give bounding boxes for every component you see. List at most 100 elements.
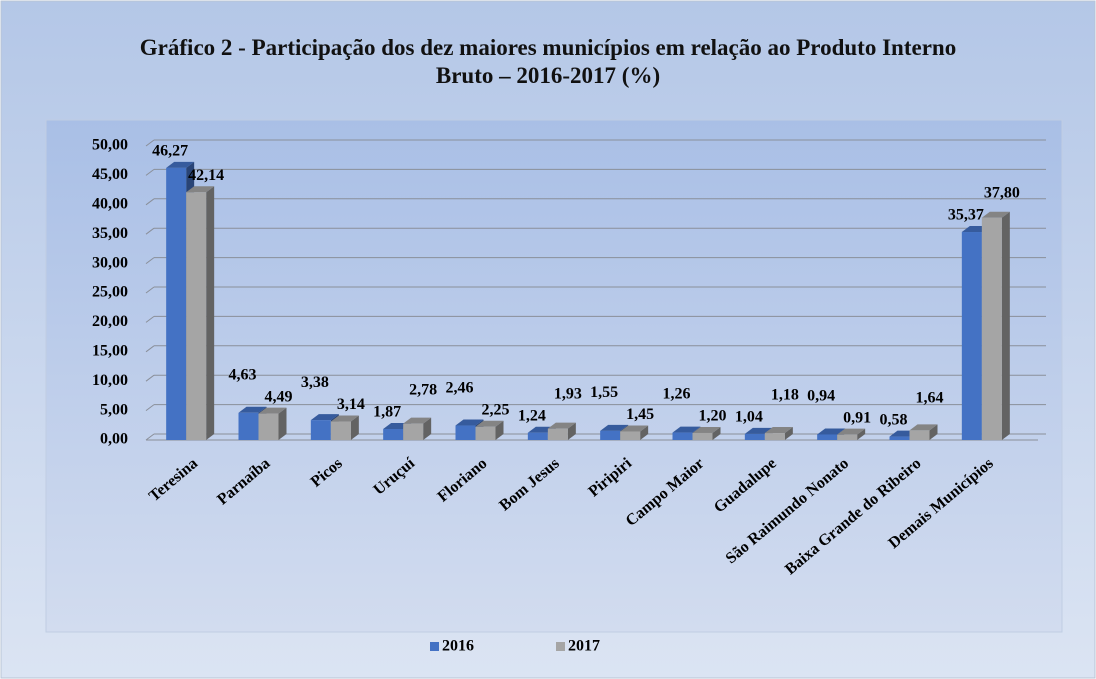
bar-top: [186, 186, 215, 193]
bar: [889, 436, 910, 440]
y-tick-label: 15,00: [92, 342, 128, 359]
bar: [238, 412, 259, 440]
value-label: 1,04: [735, 409, 763, 426]
bar-side: [567, 422, 576, 440]
bar: [981, 217, 1002, 440]
value-label: 1,45: [626, 406, 654, 423]
value-label: 3,38: [301, 374, 329, 391]
bar: [258, 413, 279, 440]
value-label: 2,25: [482, 401, 510, 418]
value-label: 1,64: [916, 389, 944, 406]
value-label: 0,94: [807, 387, 835, 404]
value-label: 1,24: [518, 407, 546, 424]
bar: [166, 167, 187, 440]
legend-label: 2017: [568, 638, 600, 655]
bar: [672, 432, 693, 440]
value-label: 42,14: [188, 167, 224, 184]
bar-top: [547, 422, 576, 429]
bar-top: [600, 424, 629, 431]
bar-top: [692, 426, 721, 433]
bar: [403, 423, 424, 440]
bar-top: [403, 417, 432, 424]
bar: [837, 434, 858, 440]
bar-top: [909, 424, 938, 431]
value-label: 0,91: [843, 409, 871, 426]
bar-side: [857, 428, 866, 440]
grid-depth: [145, 345, 155, 353]
value-label: 1,26: [663, 386, 691, 403]
bar: [620, 431, 641, 440]
bar-top: [620, 425, 649, 432]
bar-top: [837, 428, 866, 435]
value-label: 4,49: [265, 388, 293, 405]
value-label: 35,37: [948, 207, 984, 224]
value-label: 1,55: [590, 384, 618, 401]
value-label: 1,87: [373, 404, 401, 421]
legend-label: 2016: [442, 638, 474, 655]
bar-side: [640, 425, 649, 440]
bar-side: [784, 427, 793, 440]
bar-top: [764, 427, 793, 434]
bar: [600, 430, 621, 440]
bar-side: [423, 417, 432, 440]
y-tick-label: 20,00: [92, 313, 128, 330]
value-label: 3,14: [337, 396, 365, 413]
bar: [383, 429, 404, 440]
bar-top: [672, 426, 701, 433]
grid-depth: [145, 139, 155, 147]
bar: [692, 432, 713, 440]
legend-swatch: [556, 642, 565, 651]
y-tick-label: 35,00: [92, 225, 128, 242]
bar-top: [238, 406, 267, 413]
value-label: 2,46: [446, 379, 474, 396]
bar: [744, 433, 765, 440]
grid-depth: [145, 404, 155, 412]
bar-side: [1001, 211, 1010, 440]
bar: [310, 420, 331, 440]
bar-side: [712, 426, 721, 440]
bar-side: [350, 415, 359, 440]
bar: [764, 433, 785, 440]
grid-depth: [145, 433, 155, 441]
bar-side: [278, 407, 287, 440]
y-tick-label: 30,00: [92, 254, 128, 271]
value-label: 2,78: [409, 382, 437, 399]
legend-swatch: [430, 642, 439, 651]
value-label: 1,93: [554, 385, 582, 402]
bar: [909, 430, 930, 440]
bar-top: [981, 211, 1010, 218]
bar: [186, 192, 207, 440]
bar-top: [258, 407, 287, 414]
y-tick-label: 25,00: [92, 284, 128, 301]
y-tick-label: 45,00: [92, 166, 128, 183]
bar-top: [166, 161, 195, 168]
bar: [527, 432, 548, 440]
bar: [547, 428, 568, 440]
bar: [961, 232, 982, 440]
grid-depth: [145, 374, 155, 382]
grid-depth: [145, 168, 155, 176]
grid-depth: [145, 227, 155, 235]
value-label: 4,63: [229, 366, 257, 383]
bar: [475, 426, 496, 440]
bar-top: [475, 420, 504, 427]
y-tick-label: 50,00: [92, 137, 128, 154]
value-label: 0,58: [880, 411, 908, 428]
bar-top: [455, 419, 484, 426]
value-label: 1,18: [771, 387, 799, 404]
bar-top: [330, 415, 359, 422]
y-tick-label: 10,00: [92, 372, 128, 389]
value-label: 37,80: [984, 185, 1020, 202]
bar: [817, 434, 838, 440]
grid-depth: [145, 286, 155, 294]
bar-top: [310, 414, 339, 421]
bar-side: [929, 424, 938, 440]
grid-depth: [145, 198, 155, 206]
plot-area: [45, 119, 1063, 633]
value-label: 1,20: [699, 408, 727, 425]
grid-depth: [145, 315, 155, 323]
bar: [330, 421, 351, 440]
bar-side: [206, 186, 215, 440]
